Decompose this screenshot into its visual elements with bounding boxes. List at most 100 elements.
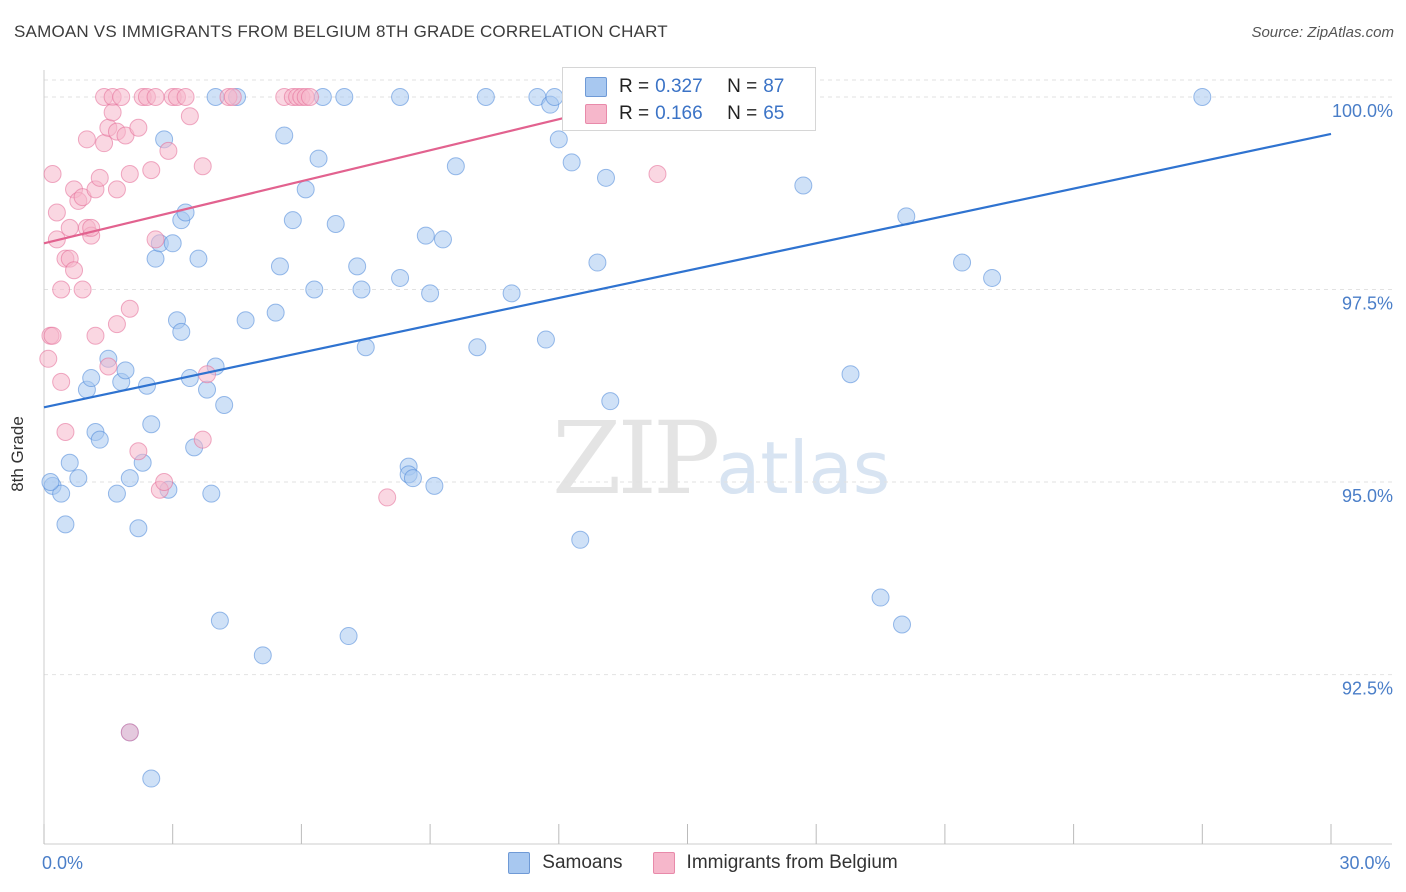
samoans-point	[391, 87, 410, 106]
legend-row-belgium: R = 0.166 N = 65	[585, 102, 784, 126]
samoans-point	[339, 627, 358, 646]
samoans-point	[502, 284, 521, 303]
samoans-point	[82, 369, 101, 388]
belgium-point	[142, 161, 161, 180]
samoans-point	[588, 253, 607, 272]
y-axis-label: 8th Grade	[8, 416, 27, 492]
legend-r-value: 0.166	[655, 103, 703, 124]
legend-r-label: R =	[619, 103, 650, 124]
watermark-zip: ZIP	[552, 400, 720, 517]
legend-label-samoans: Samoans	[542, 852, 623, 873]
belgium-point	[180, 107, 199, 126]
samoans-point	[348, 257, 367, 276]
samoans-point	[403, 469, 422, 488]
samoans-point	[601, 392, 620, 411]
samoans-point	[172, 322, 191, 341]
samoans-point	[309, 149, 328, 168]
legend-n-value: 87	[763, 76, 785, 97]
belgium-point	[155, 473, 174, 492]
samoans-point	[163, 234, 182, 253]
samoans-point	[326, 215, 345, 234]
samoans-point	[56, 515, 75, 534]
source-label: Source: ZipAtlas.com	[1251, 24, 1394, 41]
belgium-point	[107, 180, 126, 199]
belgium-point	[223, 87, 242, 106]
belgium-point	[146, 230, 165, 249]
samoans-point	[52, 484, 71, 503]
samoans-point	[215, 396, 234, 415]
samoans-point	[253, 646, 272, 665]
samoans-point	[416, 226, 435, 245]
belgium-point	[193, 157, 212, 176]
belgium-point	[56, 422, 75, 441]
belgium-point	[86, 326, 105, 345]
belgium-point	[648, 164, 667, 183]
samoans-point	[468, 338, 487, 357]
x-tick-label: 0.0%	[42, 853, 83, 873]
belgium-point	[378, 488, 397, 507]
belgium-point	[43, 326, 62, 345]
samoans-point	[562, 153, 581, 172]
samoans-point	[146, 249, 165, 268]
legend-item-belgium[interactable]: Immigrants from Belgium	[652, 852, 898, 874]
samoans-point	[391, 268, 410, 287]
belgium-point	[90, 168, 109, 187]
samoans-point	[433, 230, 452, 249]
samoans-point	[1193, 87, 1212, 106]
legend-swatch-samoans	[585, 77, 607, 97]
samoans-point	[236, 311, 255, 330]
samoans-point	[335, 87, 354, 106]
belgium-point	[43, 164, 62, 183]
samoans-point	[116, 361, 135, 380]
samoans-point	[283, 211, 302, 230]
legend-label-belgium: Immigrants from Belgium	[686, 852, 898, 873]
samoans-point	[305, 280, 324, 299]
watermark: ZIPatlas	[552, 400, 890, 517]
samoans-point	[352, 280, 371, 299]
belgium-point	[146, 87, 165, 106]
stats-legend: R = 0.327 N = 87 R = 0.166 N = 65	[562, 67, 816, 131]
belgium-point	[129, 118, 148, 137]
legend-r-value: 0.327	[655, 76, 703, 97]
belgium-point	[176, 87, 195, 106]
samoans-point	[69, 469, 88, 488]
samoans-point	[60, 453, 79, 472]
belgium-point	[103, 103, 122, 122]
legend-n-label: N =	[727, 103, 758, 124]
belgium-point	[129, 442, 148, 461]
samoans-point	[210, 611, 229, 630]
samoans-point	[176, 203, 195, 222]
samoans-point	[983, 268, 1002, 287]
y-tick-label: 92.5%	[1342, 679, 1393, 699]
belgium-point	[112, 87, 131, 106]
legend-swatch-belgium	[652, 852, 675, 874]
belgium-point	[65, 261, 84, 280]
samoans-point	[270, 257, 289, 276]
samoans-point	[536, 330, 555, 349]
legend-swatch-samoans	[508, 852, 531, 874]
samoans-point	[841, 365, 860, 384]
legend-r-label: R =	[619, 76, 650, 97]
samoans-point	[202, 484, 221, 503]
y-tick-label: 100.0%	[1332, 101, 1393, 121]
samoans-point	[549, 130, 568, 149]
samoans-point	[446, 157, 465, 176]
legend-n-label: N =	[727, 76, 758, 97]
series-legend: Samoans Immigrants from Belgium	[0, 852, 1406, 874]
y-tick-label: 97.5%	[1342, 293, 1393, 313]
chart-title: SAMOAN VS IMMIGRANTS FROM BELGIUM 8TH GR…	[14, 22, 668, 41]
belgium-point	[300, 87, 319, 106]
legend-row-samoans: R = 0.327 N = 87	[585, 75, 784, 99]
legend-item-samoans[interactable]: Samoans	[508, 852, 623, 874]
belgium-point	[39, 349, 58, 368]
samoans-point	[545, 87, 564, 106]
samoans-point	[90, 430, 109, 449]
samoans-point	[421, 284, 440, 303]
watermark-atlas: atlas	[716, 426, 891, 510]
samoans-point	[893, 615, 911, 634]
samoans-point	[266, 303, 285, 322]
samoans-point	[189, 249, 208, 268]
samoans-trend-line	[43, 132, 1332, 409]
samoans-point	[425, 476, 444, 495]
legend-n-value: 65	[763, 103, 785, 124]
